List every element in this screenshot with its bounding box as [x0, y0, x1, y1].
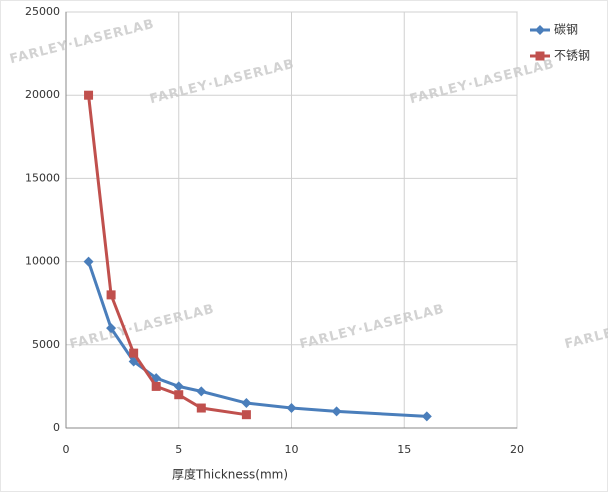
marker — [286, 403, 297, 414]
marker — [174, 390, 184, 400]
legend-label: 不锈钢 — [554, 49, 590, 63]
legend-marker — [535, 51, 545, 61]
y-tick-label: 25000 — [25, 5, 60, 18]
marker — [196, 386, 207, 397]
y-tick-label: 10000 — [25, 255, 60, 268]
series-line — [87, 261, 427, 418]
legend-label: 碳钢 — [554, 23, 578, 37]
marker — [84, 90, 94, 100]
y-tick-label: 20000 — [25, 88, 60, 101]
marker — [106, 323, 117, 334]
marker — [129, 348, 139, 358]
marker — [241, 398, 252, 409]
x-tick-label: 5 — [175, 443, 182, 456]
x-tick-label: 0 — [63, 443, 70, 456]
x-axis-label: 厚度Thickness(mm) — [172, 467, 288, 482]
marker — [196, 403, 206, 413]
marker — [241, 410, 251, 420]
y-tick-label: 0 — [53, 421, 60, 434]
x-tick-label: 15 — [397, 443, 411, 456]
y-tick-label: 5000 — [32, 338, 60, 351]
x-tick-label: 20 — [510, 443, 524, 456]
marker — [173, 381, 184, 392]
legend-marker — [535, 25, 545, 35]
y-tick-label: 15000 — [25, 171, 60, 184]
marker — [106, 290, 116, 300]
marker — [331, 406, 342, 417]
marker — [83, 256, 94, 267]
x-tick-label: 10 — [285, 443, 299, 456]
marker — [151, 381, 161, 391]
marker — [421, 411, 432, 422]
